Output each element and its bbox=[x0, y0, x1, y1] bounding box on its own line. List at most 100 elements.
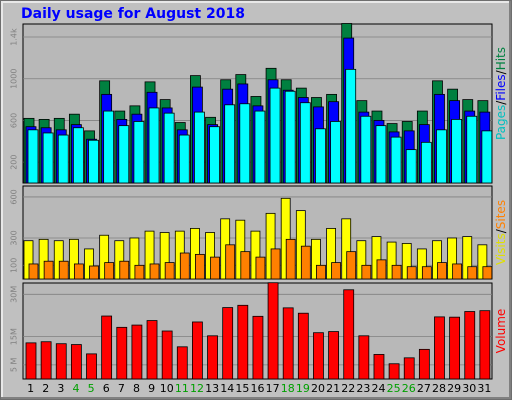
bar-pages-day-24 bbox=[375, 125, 387, 184]
bar-sites-day-26 bbox=[406, 266, 417, 280]
bar-pages-day-14 bbox=[224, 104, 236, 184]
bar-sites-day-21 bbox=[331, 262, 341, 280]
bar-visits-day-29 bbox=[447, 237, 458, 280]
bar-sites-day-5 bbox=[89, 265, 99, 280]
bar-volume-day-31 bbox=[479, 310, 491, 380]
bar-visits-day-23 bbox=[356, 240, 367, 280]
bar-sites-day-20 bbox=[316, 264, 326, 280]
bar-visits-day-13 bbox=[205, 232, 215, 280]
label-separator: / bbox=[494, 228, 508, 233]
bar-pages-day-23 bbox=[360, 115, 372, 184]
label-hits: Hits bbox=[494, 47, 508, 70]
bar-visits-day-30 bbox=[462, 236, 473, 280]
y-tick-label: 100 bbox=[10, 258, 19, 273]
bar-sites-day-31 bbox=[482, 266, 493, 280]
x-tick-day-17: 17 bbox=[266, 382, 280, 395]
y-tick-label: 5 M bbox=[10, 358, 19, 373]
x-tick-day-11: 11 bbox=[175, 382, 189, 395]
x-tick-day-25: 25 bbox=[387, 382, 401, 395]
bar-visits-day-25 bbox=[386, 241, 397, 280]
x-tick-day-22: 22 bbox=[341, 382, 355, 395]
bar-pages-day-16 bbox=[254, 110, 266, 184]
bar-sites-day-22 bbox=[346, 251, 357, 280]
bar-sites-day-9 bbox=[149, 263, 160, 280]
x-tick-day-31: 31 bbox=[477, 382, 491, 395]
y-axis-label: Pages/Files/Hits bbox=[494, 47, 508, 140]
bar-pages-day-12 bbox=[194, 111, 205, 184]
y-tick-label: 30M bbox=[10, 286, 19, 303]
bar-volume-day-24 bbox=[373, 354, 385, 380]
x-tick-day-19: 19 bbox=[296, 382, 310, 395]
x-tick-day-18: 18 bbox=[281, 382, 295, 395]
bar-volume-day-25 bbox=[388, 363, 400, 380]
bar-visits-day-20 bbox=[311, 238, 321, 280]
bar-volume-day-28 bbox=[434, 316, 445, 380]
bar-sites-day-18 bbox=[285, 238, 296, 280]
y-axis-label: Volume bbox=[494, 309, 508, 354]
y-axis-label: Visits/Sites bbox=[494, 200, 508, 265]
bar-sites-day-27 bbox=[421, 266, 432, 280]
label-volume: Volume bbox=[494, 309, 508, 354]
bar-pages-day-17 bbox=[269, 87, 281, 184]
x-tick-day-26: 26 bbox=[402, 382, 416, 395]
bar-volume-day-22 bbox=[343, 289, 355, 380]
bar-pages-day-2 bbox=[42, 132, 54, 184]
bar-sites-day-24 bbox=[376, 259, 387, 280]
bar-pages-day-10 bbox=[163, 112, 175, 184]
bar-volume-day-2 bbox=[40, 341, 52, 380]
label-files: Files bbox=[494, 74, 508, 100]
bar-sites-day-7 bbox=[119, 260, 130, 280]
y-tick-label: 200 bbox=[10, 155, 19, 170]
bar-pages-day-8 bbox=[133, 121, 145, 184]
x-tick-day-27: 27 bbox=[417, 382, 431, 395]
x-tick-day-28: 28 bbox=[432, 382, 446, 395]
y-tick-label: 15M bbox=[10, 328, 19, 345]
bar-volume-day-10 bbox=[161, 330, 173, 380]
bar-sites-day-13 bbox=[210, 256, 220, 280]
y-tick-label: 1000 bbox=[10, 69, 19, 89]
x-tick-day-29: 29 bbox=[447, 382, 461, 395]
bar-visits-day-7 bbox=[114, 240, 125, 280]
bar-pages-day-15 bbox=[239, 103, 251, 184]
bar-volume-day-26 bbox=[403, 357, 415, 380]
bar-pages-day-29 bbox=[451, 119, 463, 184]
bar-pages-day-30 bbox=[466, 115, 478, 184]
y-tick-label: 300 bbox=[10, 230, 19, 245]
panel-2: 100 300 600 Visits/Sites bbox=[10, 185, 508, 280]
bar-visits-day-1 bbox=[23, 240, 34, 280]
bar-volume-day-15 bbox=[237, 304, 249, 380]
label-pages: Pages bbox=[494, 105, 508, 140]
bar-volume-day-23 bbox=[358, 335, 370, 380]
bar-volume-day-8 bbox=[131, 324, 143, 380]
bar-pages-day-31 bbox=[481, 130, 493, 184]
bar-visits-day-15 bbox=[235, 219, 246, 280]
bar-visits-day-17 bbox=[265, 212, 276, 280]
bar-volume-day-3 bbox=[55, 343, 67, 380]
bar-sites-day-16 bbox=[255, 256, 266, 280]
bar-visits-day-12 bbox=[190, 227, 200, 280]
x-tick-day-10: 10 bbox=[160, 382, 174, 395]
bar-sites-day-15 bbox=[240, 251, 251, 280]
bar-volume-day-9 bbox=[146, 320, 158, 380]
x-tick-day-9: 9 bbox=[148, 382, 155, 395]
bar-pages-day-27 bbox=[420, 141, 432, 184]
bar-volume-day-5 bbox=[86, 353, 97, 380]
bar-visits-day-3 bbox=[53, 240, 64, 280]
bar-pages-day-25 bbox=[390, 136, 402, 184]
bar-visits-day-8 bbox=[129, 237, 140, 280]
bar-sites-day-23 bbox=[361, 264, 372, 280]
bar-sites-day-1 bbox=[28, 263, 39, 280]
bar-pages-day-11 bbox=[178, 134, 190, 184]
x-tick-day-14: 14 bbox=[220, 382, 234, 395]
bar-volume-day-4 bbox=[70, 344, 82, 380]
bar-sites-day-10 bbox=[164, 262, 175, 280]
bar-sites-day-11 bbox=[179, 252, 190, 280]
bar-sites-day-14 bbox=[225, 244, 236, 280]
bar-volume-day-13 bbox=[207, 335, 218, 380]
y-tick-label: 600 bbox=[10, 189, 19, 204]
bar-sites-day-19 bbox=[300, 245, 311, 280]
bar-visits-day-31 bbox=[477, 244, 488, 280]
